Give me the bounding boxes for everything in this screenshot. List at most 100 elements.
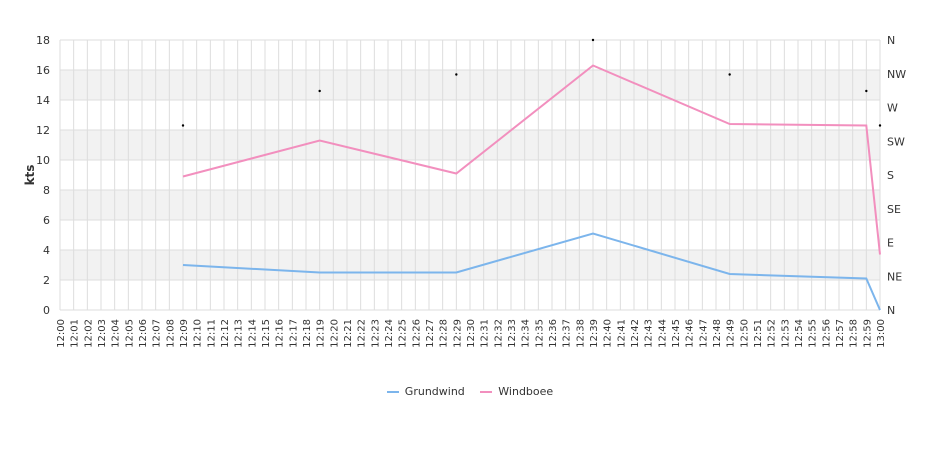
y-axis-ticks: 0 2 4 6 8 10 12 14 16 18 — [36, 34, 50, 317]
x-tick-label: 12:49 — [726, 319, 737, 348]
x-tick-label: 12:51 — [753, 319, 764, 348]
x-tick-label: 12:45 — [671, 319, 682, 348]
legend: Grundwind Windboee — [0, 385, 940, 398]
x-tick-label: 12:46 — [685, 319, 696, 348]
legend-swatch-windboee — [480, 391, 493, 393]
legend-item-grundwind[interactable]: Grundwind — [386, 385, 465, 398]
x-tick-label: 12:14 — [247, 319, 258, 348]
x-tick-label: 12:01 — [70, 319, 81, 348]
x-tick-label: 12:53 — [780, 319, 791, 348]
x-tick-label: 12:13 — [234, 319, 245, 348]
x-tick-label: 12:44 — [657, 319, 668, 348]
x-tick-label: 12:57 — [835, 319, 846, 348]
y-tick-label: 8 — [43, 184, 50, 197]
direction-label: N — [887, 304, 895, 317]
x-tick-label: 12:30 — [466, 319, 477, 348]
direction-marker — [865, 89, 868, 93]
x-tick-label: 12:15 — [261, 319, 272, 348]
x-tick-label: 12:07 — [152, 319, 163, 348]
direction-marker — [181, 124, 185, 127]
y-axis-label: kts — [23, 165, 37, 186]
x-tick-label: 12:34 — [521, 319, 532, 348]
wind-direction-markers — [181, 38, 882, 127]
x-tick-label: 12:05 — [124, 319, 135, 348]
x-tick-label: 12:11 — [206, 319, 217, 348]
y-tick-label: 4 — [43, 244, 50, 257]
direction-label: NW — [887, 68, 906, 81]
direction-label: SE — [887, 203, 901, 216]
x-tick-label: 12:55 — [808, 319, 819, 348]
y-tick-label: 0 — [43, 304, 50, 317]
x-tick-label: 12:38 — [575, 319, 586, 348]
x-tick-label: 12:08 — [165, 319, 176, 348]
x-tick-label: 12:42 — [630, 319, 641, 348]
x-tick-label: 12:54 — [794, 319, 805, 348]
x-tick-label: 12:50 — [739, 319, 750, 348]
direction-marker — [591, 38, 595, 42]
y-tick-label: 10 — [36, 154, 50, 167]
x-tick-label: 12:37 — [562, 319, 573, 348]
direction-label: S — [887, 169, 894, 182]
x-tick-label: 12:56 — [821, 319, 832, 348]
x-tick-label: 12:00 — [56, 319, 67, 348]
x-tick-label: 12:52 — [767, 319, 778, 348]
x-tick-label: 12:35 — [534, 319, 545, 348]
x-tick-label: 12:40 — [603, 319, 614, 348]
y-tick-label: 12 — [36, 124, 50, 137]
x-tick-label: 12:28 — [439, 319, 450, 348]
x-tick-label: 12:36 — [548, 319, 559, 348]
x-tick-label: 12:17 — [288, 319, 299, 348]
x-tick-label: 12:31 — [480, 319, 491, 348]
x-tick-label: 12:19 — [316, 319, 327, 348]
x-tick-label: 12:48 — [712, 319, 723, 348]
direction-label: NE — [887, 270, 902, 283]
x-tick-label: 12:06 — [138, 319, 149, 348]
direction-label: E — [887, 237, 894, 250]
legend-label-windboee: Windboee — [498, 385, 554, 398]
x-tick-label: 12:29 — [452, 319, 463, 348]
series-lines — [182, 64, 881, 311]
x-tick-label: 12:23 — [370, 319, 381, 348]
x-tick-label: 12:39 — [589, 319, 600, 348]
legend-item-windboee[interactable]: Windboee — [480, 385, 553, 398]
x-tick-label: 12:58 — [849, 319, 860, 348]
x-tick-label: 12:25 — [398, 319, 409, 348]
direction-label: N — [887, 34, 895, 47]
legend-label-grundwind: Grundwind — [404, 385, 465, 398]
x-tick-label: 12:03 — [97, 319, 108, 348]
x-tick-label: 12:16 — [275, 319, 286, 348]
x-tick-label: 12:18 — [302, 319, 313, 348]
x-tick-label: 12:41 — [616, 319, 627, 348]
x-tick-label: 12:20 — [329, 319, 340, 348]
x-tick-label: 12:22 — [357, 319, 368, 348]
direction-label: SW — [887, 135, 905, 148]
y-tick-label: 6 — [43, 214, 50, 227]
x-tick-label: 12:12 — [220, 319, 231, 348]
y-tick-label: 14 — [36, 94, 50, 107]
y-tick-label: 16 — [36, 64, 50, 77]
x-tick-label: 12:09 — [179, 319, 190, 348]
x-tick-label: 12:47 — [698, 319, 709, 348]
x-tick-label: 12:10 — [193, 319, 204, 348]
x-tick-label: 12:02 — [83, 319, 94, 348]
direction-marker — [318, 89, 321, 93]
x-axis-ticks: 12:00 12:01 12:02 12:03 12:04 12:05 12:06 12:07… — [56, 319, 887, 348]
x-tick-label: 12:59 — [862, 319, 873, 348]
x-tick-label: 12:27 — [425, 319, 436, 348]
direction-marker — [728, 73, 731, 76]
direction-marker — [878, 124, 882, 127]
y-tick-label: 2 — [43, 274, 50, 287]
direction-label: W — [887, 102, 898, 115]
y-tick-label: 18 — [36, 34, 50, 47]
direction-marker — [455, 73, 458, 76]
x-tick-label: 12:24 — [384, 319, 395, 348]
legend-swatch-grundwind — [386, 391, 399, 393]
x-tick-label: 12:04 — [111, 319, 122, 348]
x-tick-label: 12:21 — [343, 319, 354, 348]
x-tick-label: 12:43 — [644, 319, 655, 348]
right-axis-direction-labels: N NE E SE S SW W NW N — [887, 34, 906, 317]
x-tick-label: 12:26 — [411, 319, 422, 348]
x-tick-label: 12:33 — [507, 319, 518, 348]
x-tick-label: 13:00 — [876, 319, 887, 348]
